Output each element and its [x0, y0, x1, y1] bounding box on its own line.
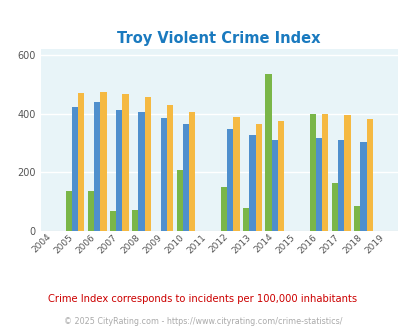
- Bar: [166, 105, 173, 231]
- Bar: [122, 94, 128, 231]
- Bar: [182, 124, 189, 231]
- Bar: [366, 118, 372, 231]
- Bar: [100, 92, 106, 231]
- Bar: [220, 187, 227, 231]
- Bar: [87, 191, 94, 231]
- Bar: [255, 124, 261, 231]
- Bar: [337, 140, 343, 231]
- Text: © 2025 CityRating.com - https://www.cityrating.com/crime-statistics/: © 2025 CityRating.com - https://www.city…: [64, 317, 341, 326]
- Bar: [160, 118, 166, 231]
- Bar: [353, 206, 360, 231]
- Bar: [132, 210, 138, 231]
- Title: Troy Violent Crime Index: Troy Violent Crime Index: [117, 31, 320, 46]
- Bar: [72, 107, 78, 231]
- Bar: [360, 142, 366, 231]
- Bar: [265, 74, 271, 231]
- Bar: [116, 110, 122, 231]
- Bar: [176, 170, 182, 231]
- Bar: [189, 113, 195, 231]
- Bar: [94, 102, 100, 231]
- Bar: [144, 97, 151, 231]
- Bar: [66, 191, 72, 231]
- Bar: [227, 129, 233, 231]
- Bar: [110, 211, 116, 231]
- Bar: [322, 114, 328, 231]
- Text: Crime Index corresponds to incidents per 100,000 inhabitants: Crime Index corresponds to incidents per…: [48, 294, 357, 304]
- Bar: [315, 138, 322, 231]
- Bar: [138, 112, 144, 231]
- Bar: [271, 140, 277, 231]
- Bar: [331, 183, 337, 231]
- Bar: [277, 121, 284, 231]
- Bar: [233, 117, 239, 231]
- Bar: [309, 114, 315, 231]
- Bar: [243, 208, 249, 231]
- Bar: [78, 93, 84, 231]
- Bar: [343, 115, 350, 231]
- Bar: [249, 135, 255, 231]
